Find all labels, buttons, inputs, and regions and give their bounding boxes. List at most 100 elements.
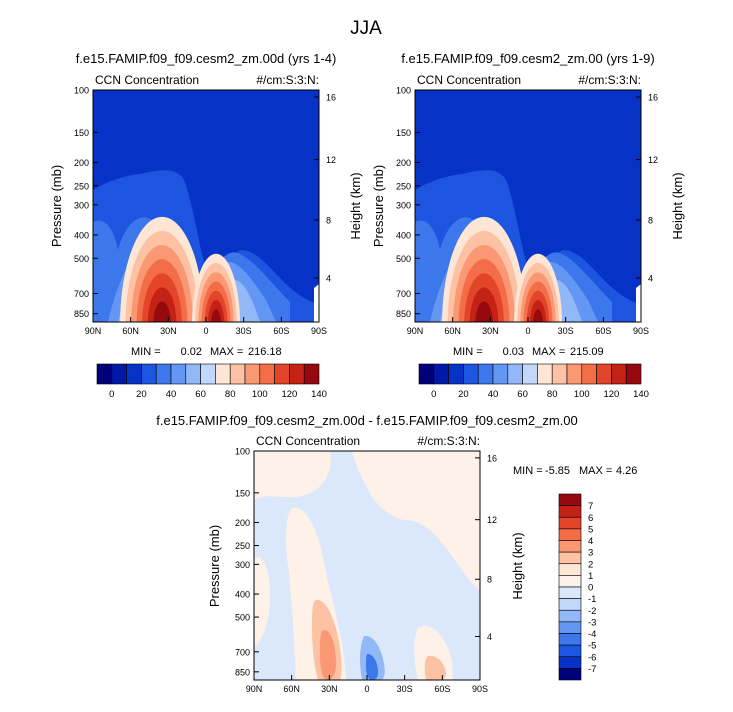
panel-2-title: f.e15.FAMIP.f09_f09.cesm2_zm.00 (yrs 1-9… (401, 51, 654, 66)
difference-x-tick-label: 60N (283, 684, 300, 694)
panel-1-colorbar-label: 120 (281, 389, 297, 400)
panel-2-y-tick-label: 400 (396, 230, 411, 240)
panel-2-colorbar-swatch (625, 363, 642, 385)
panel-1-height-tick-label: 12 (326, 155, 336, 165)
difference-height-tick-label: 8 (487, 575, 492, 585)
difference-min-label: MIN = (513, 465, 543, 477)
panel-2-height-tick-label: 12 (648, 155, 658, 165)
panel-2-core-contour (475, 301, 493, 322)
panel-2-height-axis: 16 12 8 4 (636, 92, 658, 283)
difference-colorbar-swatch (558, 656, 582, 669)
panel-1-y-tick-label: 250 (74, 181, 89, 191)
panel-1-colorbar-swatch (155, 363, 172, 385)
difference-colorbar-swatch (558, 505, 582, 518)
panel-1-height-tick-label: 4 (326, 273, 331, 283)
panel-2-y-label: Pressure (mb) (371, 165, 386, 247)
panel-2-colorbar-swatch (507, 363, 523, 385)
difference-colorbar-label: 3 (588, 548, 593, 559)
panel-1-core-contour (207, 299, 225, 322)
panel-2-core-contour (529, 299, 547, 322)
panel-2-x-tick-label: 90S (633, 326, 649, 336)
panel-2-colorbar-swatch (596, 363, 612, 385)
panel-2-max-label: MAX = (532, 346, 565, 358)
page-title: JJA (350, 18, 382, 39)
panel-2-x-axis: 90N 60N 30N 0 30S 60S 90S (407, 317, 649, 336)
panel-1-min-value: 0.02 (181, 346, 202, 358)
difference-colorbar-swatch (558, 551, 582, 565)
difference-colorbar-label: -7 (588, 664, 596, 675)
panel-2-y-tick-label: 200 (396, 158, 411, 168)
panel-2-colorbar-swatch (581, 363, 597, 385)
difference-positive-region-upper-right (352, 451, 480, 590)
panel-2-colorbar: 0 20 40 60 80 100 120 140 (418, 363, 649, 400)
panel-1-colorbar-label: 40 (166, 389, 177, 400)
panel-2-colorbar-label: 40 (488, 389, 499, 400)
panel-1-y-axis: 100 150 200 250 300 400 500 700 850 (74, 86, 98, 319)
difference-colorbar-label: 6 (588, 513, 593, 524)
difference-y-tick-label: 250 (235, 541, 250, 551)
panel-2-x-tick-label: 60N (444, 326, 461, 336)
panel-2-x-tick-label: 90N (407, 326, 424, 336)
difference-colorbar-swatch (558, 609, 582, 623)
panel-1-height-tick-label: 8 (326, 215, 331, 225)
difference-y-tick-label: 850 (235, 667, 250, 677)
panel-1-x-tick-label: 0 (203, 326, 208, 336)
panel-2-height-label: Height (km) (670, 172, 685, 239)
panel-2-colorbar-swatch (463, 363, 479, 385)
panel-1-y-label: Pressure (mb) (49, 165, 64, 247)
panel-2-units-label: #/cm:S:3:N: (578, 73, 641, 87)
difference-height-tick-label: 12 (487, 515, 497, 525)
panel-1: f.e15.FAMIP.f09_f09.cesm2_zm.00d (yrs 1-… (49, 51, 363, 400)
panel-1-colorbar-label: 20 (136, 389, 147, 400)
panel-1-y-tick-label: 500 (74, 254, 89, 264)
panel-1-x-tick-label: 90N (85, 326, 102, 336)
panel-1-core-contour (153, 301, 171, 322)
panel-2-height-tick-label: 16 (648, 92, 658, 102)
difference-variable-label: CCN Concentration (256, 434, 360, 448)
panel-1-x-tick-label: 30S (236, 326, 252, 336)
panel-1-x-tick-label: 60N (122, 326, 139, 336)
panel-2-x-tick-label: 30S (558, 326, 574, 336)
difference-colorbar-label: -1 (588, 594, 596, 605)
panel-1-colorbar-swatch (141, 363, 157, 385)
difference-colorbar-swatch (558, 540, 582, 553)
panel-2-min-label: MIN = (453, 346, 483, 358)
panel-1-colorbar-label: 100 (252, 389, 268, 400)
panel-2-y-tick-label: 300 (396, 200, 411, 210)
panel-2-colorbar-label: 0 (431, 389, 436, 400)
difference-colorbar-swatch (558, 516, 582, 530)
difference-x-tick-label: 90N (246, 684, 263, 694)
panel-1-colorbar-swatch (215, 363, 231, 385)
difference-x-tick-label: 30S (397, 684, 413, 694)
panel-2-colorbar-swatch (492, 363, 509, 385)
panel-1-colorbar-swatch (289, 363, 305, 385)
panel-1-height-label: Height (km) (348, 172, 363, 239)
difference-colorbar-swatch (558, 528, 582, 541)
panel-2-min-value: 0.03 (503, 346, 524, 358)
panel-1-max-value: 216.18 (248, 346, 282, 358)
panel-2-y-tick-label: 700 (396, 289, 411, 299)
difference-colorbar-label: 2 (588, 559, 593, 570)
panel-2-x-tick-label: 60S (595, 326, 611, 336)
panel-1-y-tick-label: 200 (74, 158, 89, 168)
difference-height-tick-label: 4 (487, 632, 492, 642)
difference-colorbar-swatch (558, 575, 582, 588)
difference-y-tick-label: 400 (235, 590, 250, 600)
panel-2-colorbar-swatch (448, 363, 464, 385)
difference-colorbar-label: 5 (588, 524, 593, 535)
difference-title: f.e15.FAMIP.f09_f09.cesm2_zm.00d - f.e15… (156, 413, 578, 428)
panel-1-y-tick-label: 150 (74, 128, 89, 138)
difference-y-tick-label: 100 (235, 447, 250, 457)
difference-height-tick-label: 16 (487, 453, 497, 463)
panel-2-y-tick-label: 250 (396, 181, 411, 191)
difference-x-tick-label: 0 (364, 684, 369, 694)
panel-2-colorbar-swatch (611, 363, 627, 385)
panel-1-colorbar: 0 20 40 60 80 100 120 140 (96, 363, 327, 400)
panel-2-colorbar-swatch (522, 363, 538, 385)
difference-x-tick-label: 30N (321, 684, 338, 694)
panel-1-x-tick-label: 60S (273, 326, 289, 336)
difference-colorbar-swatch (558, 586, 582, 599)
difference-y-tick-label: 500 (235, 613, 250, 623)
panel-1-colorbar-label: 0 (109, 389, 114, 400)
